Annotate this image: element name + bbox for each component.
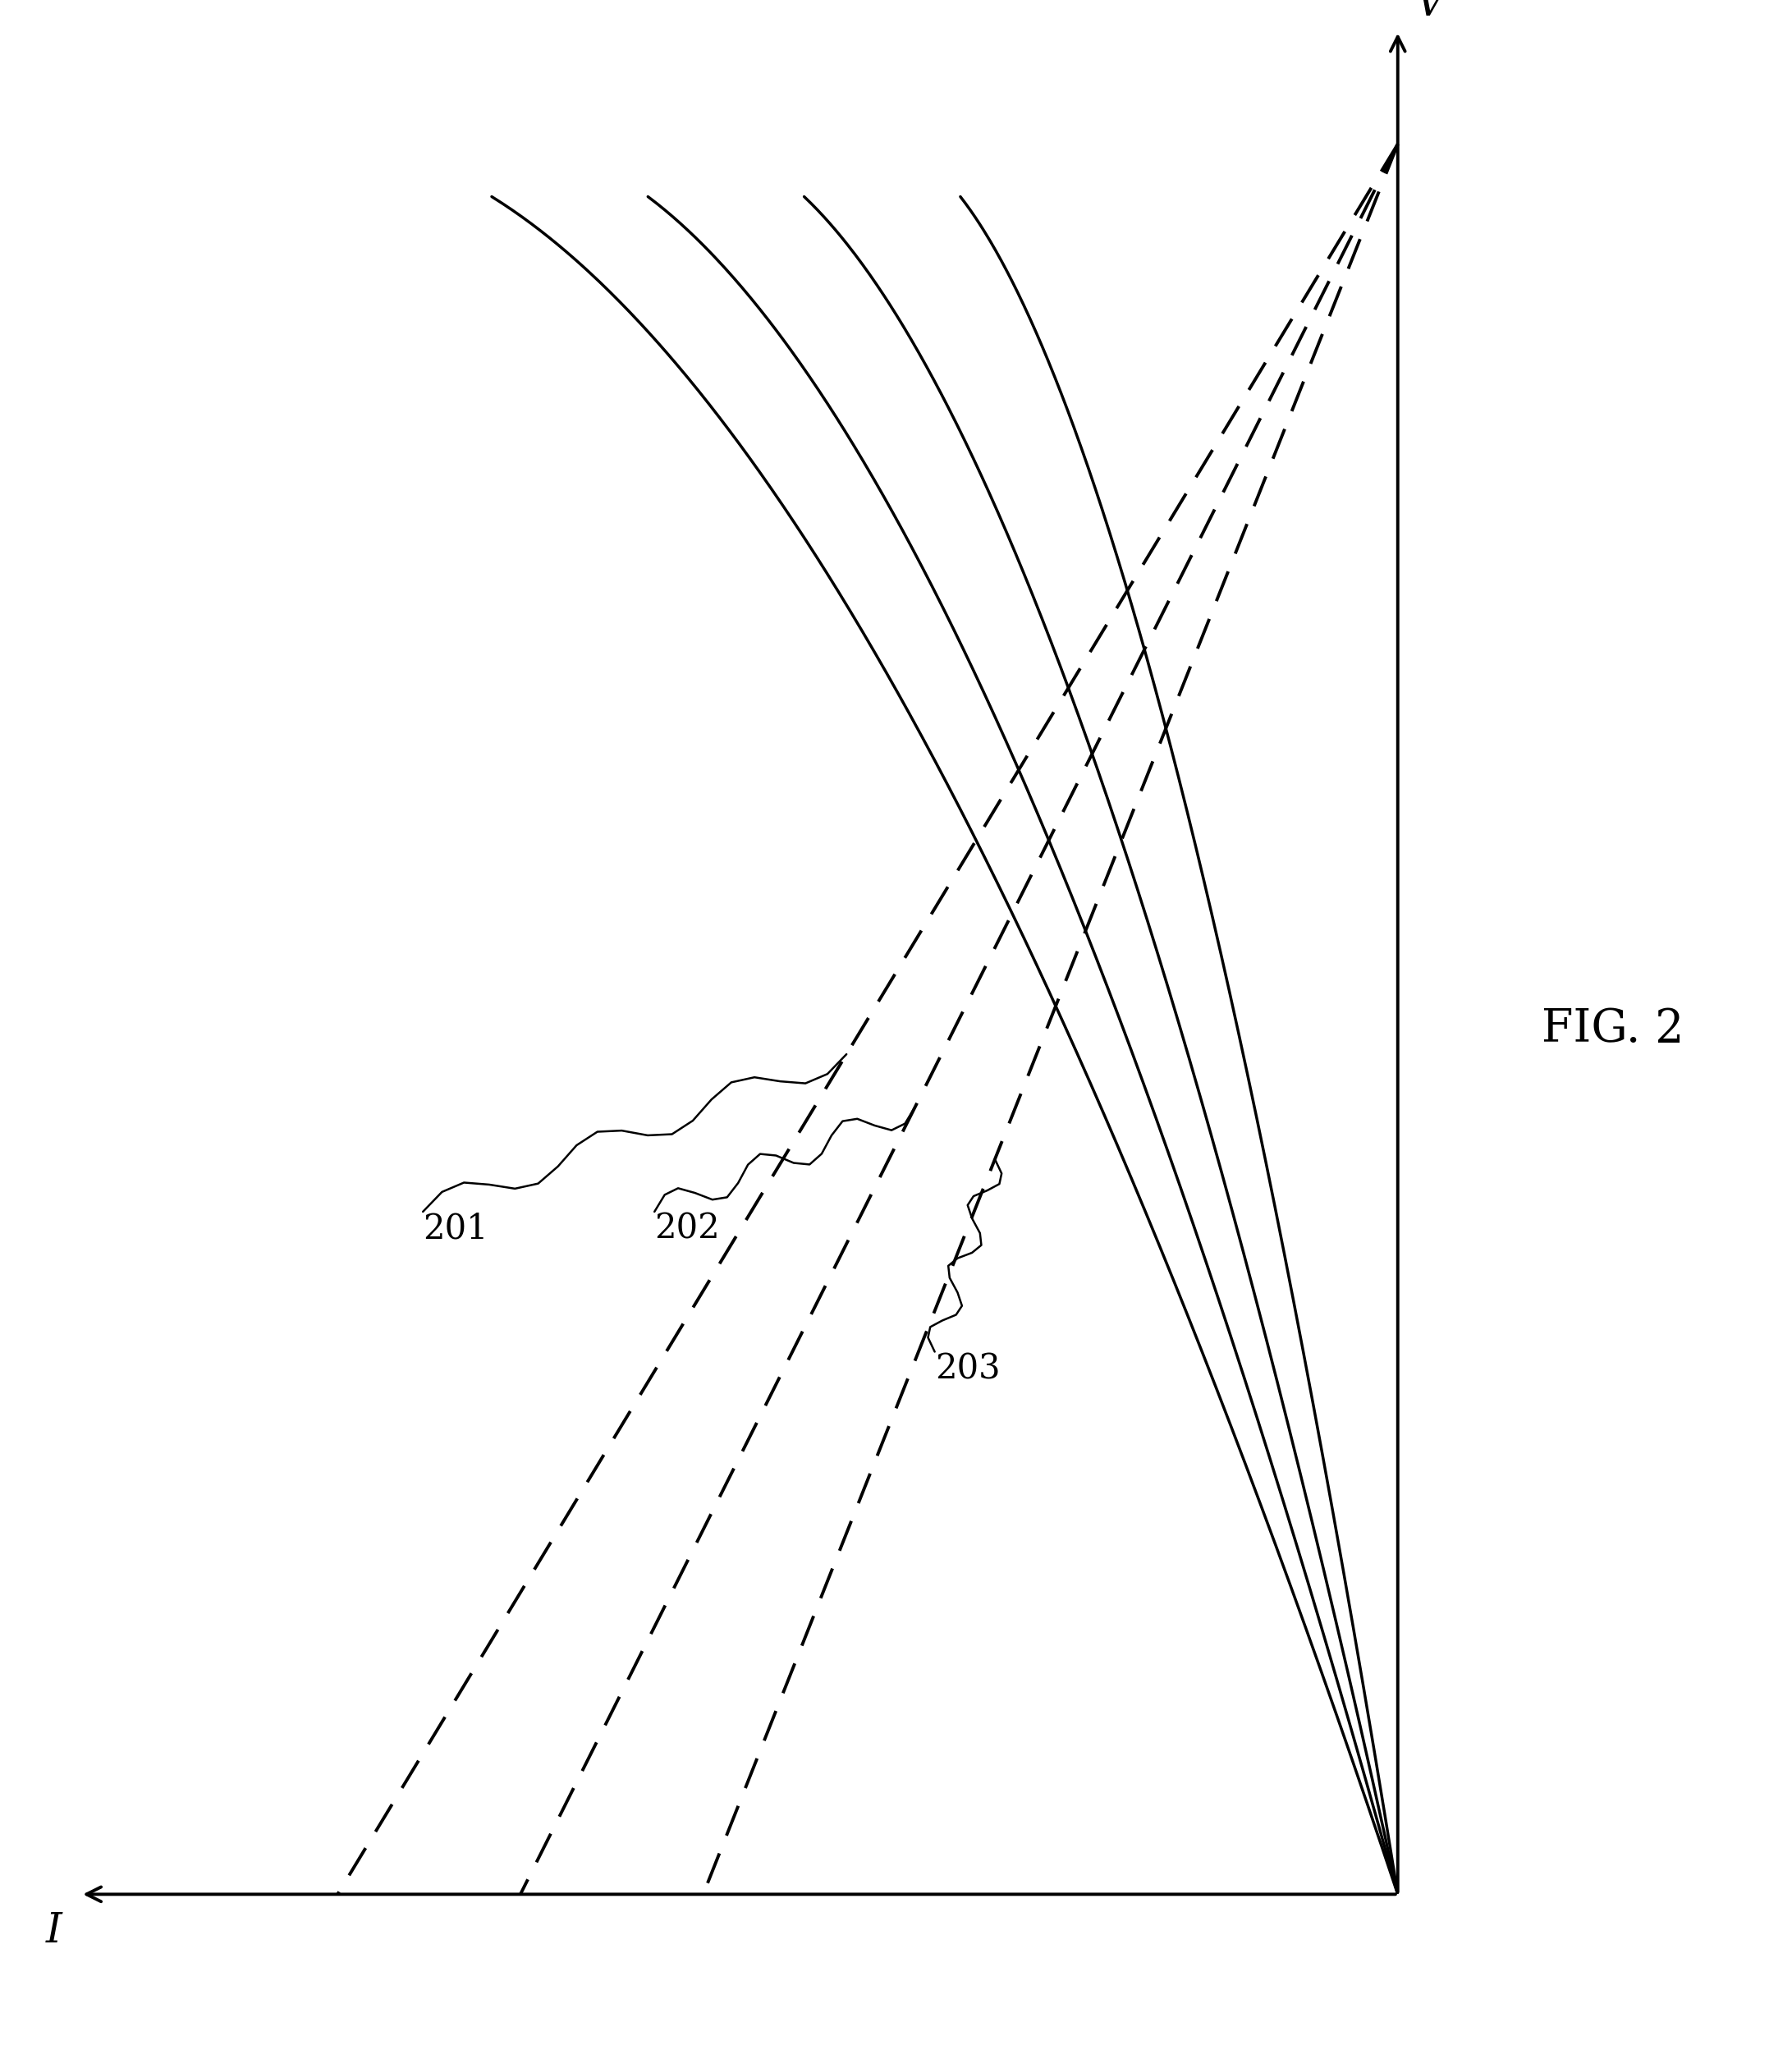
Text: 201: 201 [423, 1211, 487, 1246]
Text: I: I [45, 1911, 63, 1952]
Text: 202: 202 [654, 1211, 720, 1246]
Text: V: V [1416, 0, 1444, 25]
Text: 203: 203 [935, 1351, 1000, 1386]
Text: FIG. 2: FIG. 2 [1541, 1007, 1684, 1052]
